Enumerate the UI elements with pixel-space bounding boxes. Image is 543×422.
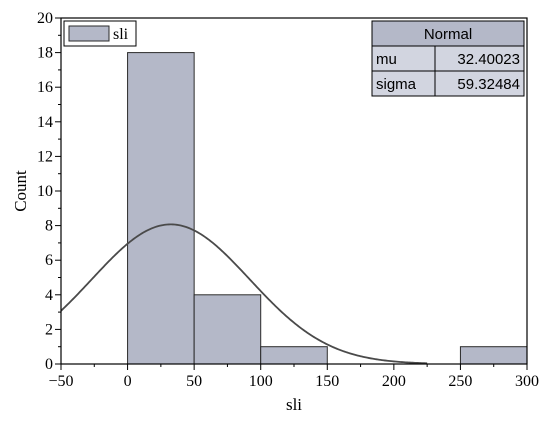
y-tick-label: 16 [37,79,53,96]
stats-param-mu-name: mu [376,51,397,68]
x-tick-label: 300 [515,373,539,390]
histogram-bar [261,347,328,364]
x-tick-label: 150 [315,373,339,390]
y-tick-label: 10 [37,183,53,200]
legend-swatch [69,26,109,41]
x-tick-label: 0 [124,373,132,390]
y-axis-ticks: 0 2 4 6 8 10 12 14 16 18 20 [37,10,61,373]
y-tick-label: 20 [37,10,53,27]
histogram-bars [128,53,527,364]
y-tick-label: 18 [37,45,53,62]
y-tick-label: 14 [37,114,53,131]
histogram-bar [194,295,261,364]
histogram-bar [460,347,527,364]
stats-param-mu-value: 32.40023 [457,51,520,68]
y-tick-label: 2 [45,321,53,338]
y-tick-label: 6 [45,252,53,269]
legend-label: sli [113,26,129,43]
histogram-bar [128,53,195,364]
y-tick-label: 0 [45,356,53,373]
stats-param-sigma-name: sigma [376,76,417,93]
y-tick-label: 4 [45,287,53,304]
y-tick-label: 8 [45,218,53,235]
x-tick-label: −50 [48,373,73,390]
stats-title: Normal [424,26,472,43]
x-tick-label: 200 [382,373,406,390]
normal-fit-stats-table: Normal mu 32.40023 sigma 59.32484 [372,21,524,96]
y-axis-title: Count [11,170,30,212]
x-axis-ticks: −50 0 50 100 150 200 250 300 [48,364,539,390]
y-tick-label: 12 [37,148,53,165]
x-tick-label: 100 [249,373,273,390]
legend: sli [64,21,136,46]
x-tick-label: 50 [186,373,202,390]
x-axis-title: sli [286,395,302,414]
stats-param-sigma-value: 59.32484 [457,76,520,93]
x-tick-label: 250 [448,373,472,390]
